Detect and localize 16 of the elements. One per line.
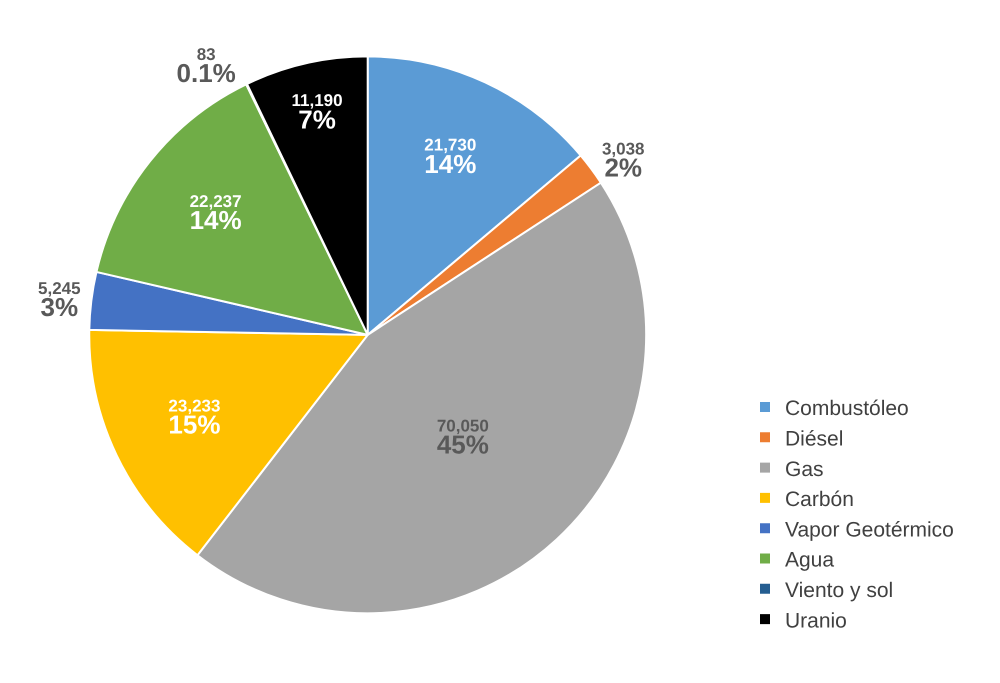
data-label: 23,233 15% bbox=[168, 396, 220, 440]
legend-label: Gas bbox=[785, 458, 824, 481]
legend-label: Agua bbox=[785, 548, 834, 572]
data-label: 22,237 14% bbox=[190, 192, 242, 236]
data-label: 11,190 7% bbox=[292, 91, 343, 134]
data-label: 5,245 3% bbox=[38, 278, 81, 322]
data-label: 83 0.1% bbox=[176, 45, 236, 88]
legend-label: Diésel bbox=[785, 427, 844, 450]
legend-label: Viento y sol bbox=[785, 578, 894, 602]
legend-label: Carbón bbox=[785, 488, 854, 512]
data-label: 21,730 14% bbox=[424, 136, 476, 179]
legend-label: Combustóleo bbox=[785, 397, 909, 420]
legend-label: Vapor Geotérmico bbox=[785, 518, 954, 542]
data-label: 3,038 2% bbox=[602, 140, 645, 183]
data-label: 70,050 45% bbox=[436, 416, 489, 460]
legend-label: Uranio bbox=[785, 609, 847, 632]
